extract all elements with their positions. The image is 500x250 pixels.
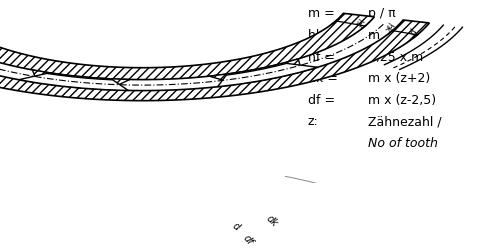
Polygon shape (218, 64, 318, 87)
Text: hk =: hk = (308, 29, 337, 42)
Polygon shape (210, 59, 301, 84)
Text: No of tooth: No of tooth (368, 137, 438, 150)
Text: hf: hf (353, 16, 364, 27)
Text: Zähnezahl /: Zähnezahl / (368, 115, 441, 128)
Text: m x (z-2,5): m x (z-2,5) (368, 94, 436, 107)
Polygon shape (0, 20, 430, 101)
Text: 1,25 x m: 1,25 x m (368, 50, 423, 64)
Polygon shape (0, 13, 374, 80)
Text: df: df (241, 233, 254, 247)
Text: p: p (407, 26, 418, 36)
Text: hk: hk (381, 20, 394, 33)
Text: dk =: dk = (308, 72, 338, 85)
Polygon shape (32, 70, 130, 89)
Text: dk: dk (264, 214, 280, 229)
Text: hf =: hf = (308, 50, 334, 64)
Text: z:: z: (308, 115, 318, 128)
Text: m: m (368, 29, 380, 42)
Text: df =: df = (308, 94, 334, 107)
Polygon shape (19, 74, 128, 90)
Text: p / π: p / π (368, 7, 395, 20)
Text: m x (z+2): m x (z+2) (368, 72, 430, 85)
Text: m =: m = (308, 7, 334, 20)
Text: d: d (230, 220, 241, 232)
